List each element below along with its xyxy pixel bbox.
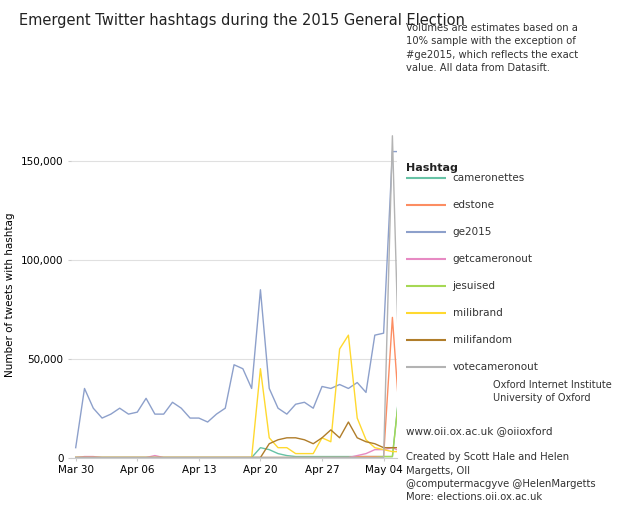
Text: votecameronout: votecameronout xyxy=(453,361,539,372)
Text: milifandom: milifandom xyxy=(453,334,511,345)
Text: edstone: edstone xyxy=(453,200,495,210)
Text: oiioiioii: oiioiioii xyxy=(426,403,464,409)
Text: oiioiioii: oiioiioii xyxy=(426,389,464,394)
Text: cameronettes: cameronettes xyxy=(453,173,525,184)
Text: Emergent Twitter hashtags during the 2015 General Election: Emergent Twitter hashtags during the 201… xyxy=(19,13,464,28)
Text: Volumes are estimates based on a
10% sample with the exception of
#ge2015, which: Volumes are estimates based on a 10% sam… xyxy=(406,23,578,73)
Text: Hashtag: Hashtag xyxy=(406,163,458,173)
Text: Oxford Internet Institute
University of Oxford: Oxford Internet Institute University of … xyxy=(493,380,612,403)
Text: oiioiioii: oiioiioii xyxy=(426,374,464,380)
Text: www.oii.ox.ac.uk @oiioxford: www.oii.ox.ac.uk @oiioxford xyxy=(406,427,552,436)
Text: Created by Scott Hale and Helen
Margetts, OII
@computermacgyve @HelenMargetts
Mo: Created by Scott Hale and Helen Margetts… xyxy=(406,452,596,502)
Text: jesuised: jesuised xyxy=(453,281,495,291)
Text: ge2015: ge2015 xyxy=(453,227,492,237)
Y-axis label: Number of tweets with hashtag: Number of tweets with hashtag xyxy=(6,212,16,377)
Text: milibrand: milibrand xyxy=(453,308,502,318)
Text: getcameronout: getcameronout xyxy=(453,254,533,264)
